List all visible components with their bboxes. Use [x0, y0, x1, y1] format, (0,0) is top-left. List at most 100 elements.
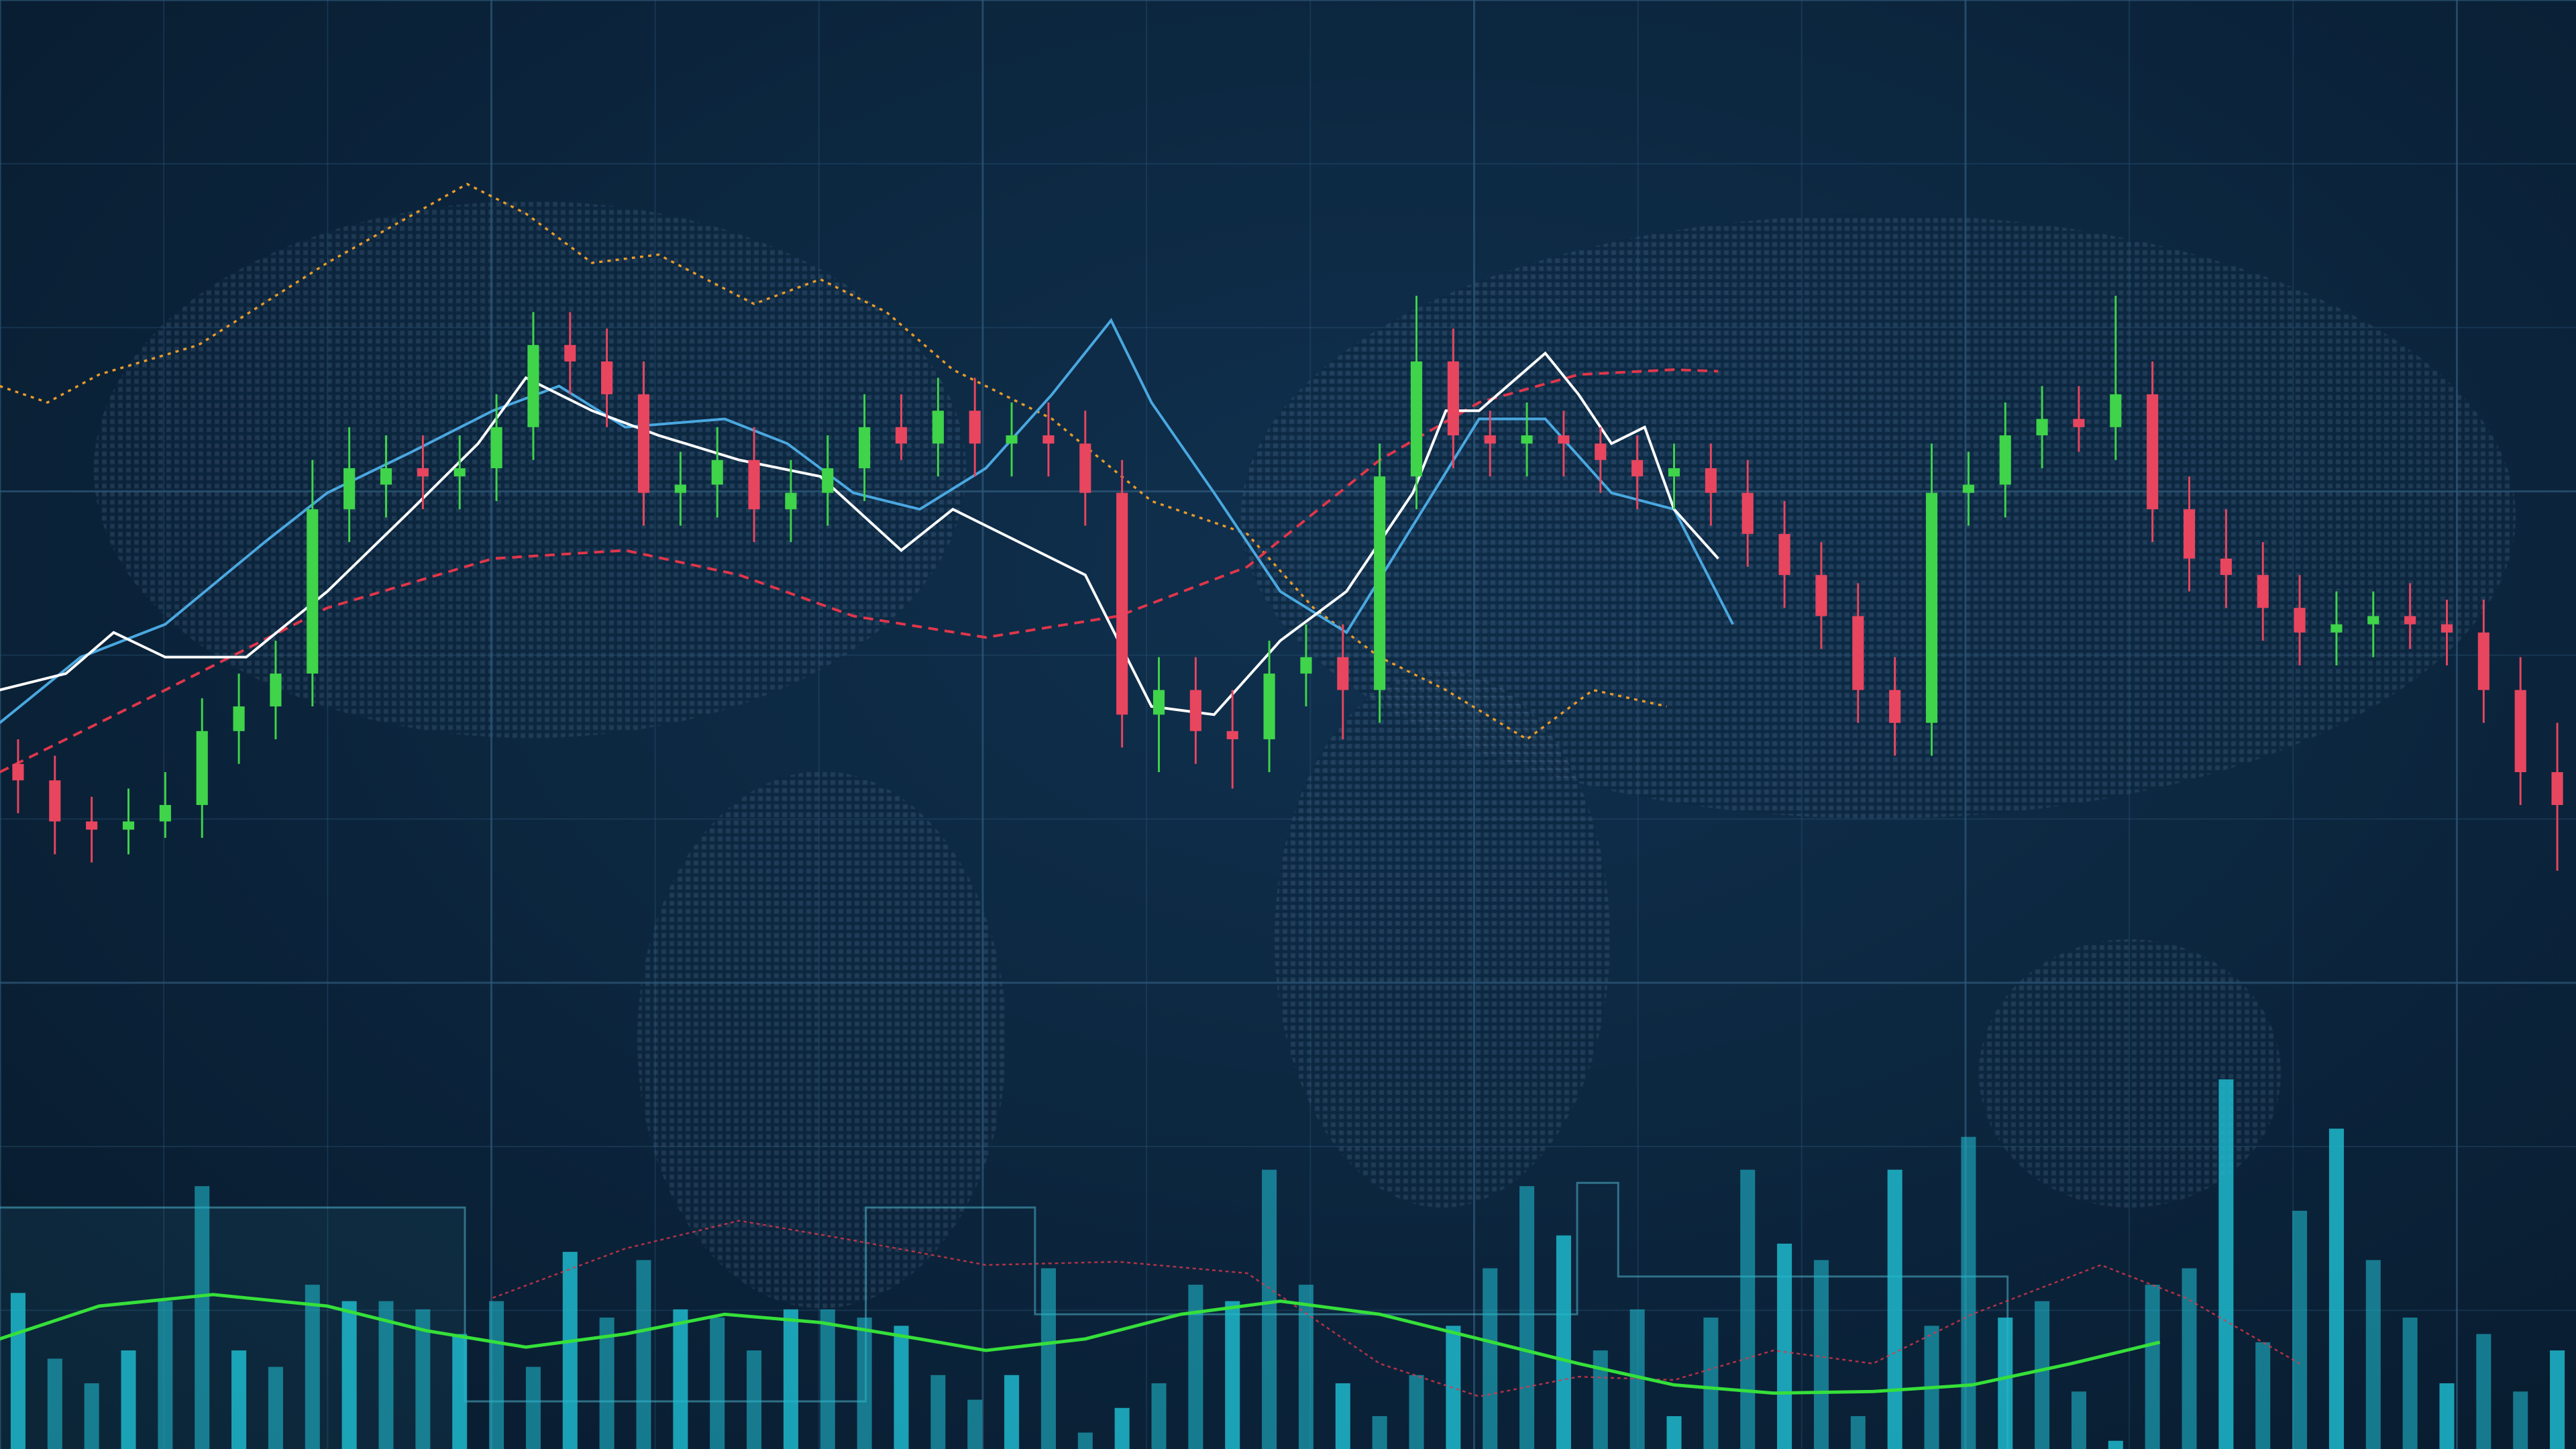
candle-body-up: [2367, 616, 2379, 625]
volume-bar: [747, 1350, 762, 1449]
candle-body-up: [822, 468, 834, 493]
volume-bar: [2108, 1440, 2123, 1449]
world-map-south-america: [637, 771, 1006, 1308]
candle-body-down: [2514, 690, 2526, 773]
envelope-orange-line: [0, 182, 1667, 741]
candle-body-down: [1042, 435, 1055, 444]
moving-average-blue-line: [0, 317, 1734, 724]
volume-bar: [2035, 1301, 2050, 1449]
volume-bar: [10, 1293, 25, 1449]
volume-bar: [673, 1309, 688, 1449]
candle-body-up: [2036, 419, 2048, 435]
candle-body-up: [711, 460, 723, 485]
candle-body-down: [12, 763, 24, 781]
volume-bar: [599, 1318, 614, 1449]
candle-body-down: [564, 345, 576, 362]
volume-bar: [415, 1309, 431, 1449]
candle-body-up: [343, 468, 356, 510]
volume-bar: [1298, 1285, 1313, 1449]
volume-bar: [1040, 1268, 1056, 1449]
volume-bar: [1446, 1326, 1461, 1449]
volume-bar: [231, 1350, 247, 1449]
candle-body-down: [2551, 772, 2563, 805]
candle-body-down: [2477, 632, 2489, 690]
volume-bar: [1114, 1407, 1130, 1449]
candle-body-up: [2330, 624, 2343, 633]
candle-body-up: [1006, 435, 1018, 444]
candle-body-down: [1852, 616, 1864, 690]
candle-body-down: [601, 361, 613, 394]
candle-body-down: [2183, 509, 2196, 559]
candle-body-down: [417, 468, 429, 477]
candle-body-up: [932, 411, 944, 444]
candle-body-up: [1521, 435, 1533, 444]
trend-red-line: [0, 368, 1719, 773]
volume-bar: [341, 1301, 357, 1449]
candle-body-up: [1925, 492, 1938, 723]
candle-body-down: [637, 394, 650, 493]
candle-body-down: [86, 821, 98, 830]
candle-body-up: [1668, 468, 1680, 477]
volume-bar: [967, 1399, 983, 1449]
candle-body-down: [1705, 468, 1717, 493]
candle-body-down: [1815, 575, 1827, 616]
candle-body-up: [307, 509, 319, 674]
volume-bar: [2255, 1342, 2271, 1449]
candles: [12, 295, 2563, 871]
volume-bar: [1225, 1301, 1240, 1449]
volume-bar: [636, 1260, 651, 1449]
candle-body-down: [1889, 690, 1901, 723]
volume-bar: [1556, 1235, 1571, 1449]
volume-bar: [84, 1383, 99, 1449]
candle-body-down: [1447, 361, 1459, 435]
volume-bar: [1703, 1318, 1719, 1449]
oscillator-signal-line: [492, 1220, 2300, 1397]
volume-bar: [1593, 1350, 1608, 1449]
candle-body-down: [2404, 616, 2416, 625]
candle-body-up: [233, 706, 245, 731]
volume-bar: [1740, 1169, 1756, 1449]
volume-bar: [2328, 1128, 2344, 1449]
volume-bar: [305, 1285, 320, 1449]
candle-body-down: [1631, 460, 1644, 477]
candle-body-up: [1152, 690, 1165, 715]
candle-body-up: [859, 427, 871, 468]
volume-bar: [2182, 1268, 2197, 1449]
candle-body-up: [785, 492, 797, 510]
volume-bar: [158, 1301, 173, 1449]
candle-body-up: [159, 805, 171, 822]
volume-bar: [1409, 1375, 1424, 1449]
candle-body-down: [49, 780, 61, 822]
world-map-africa: [1275, 671, 1610, 1208]
volume-bar: [378, 1301, 394, 1449]
candle-body-down: [1778, 533, 1790, 576]
candle-body-down: [2257, 575, 2269, 608]
candle-body-up: [1300, 657, 1312, 674]
oscillator: [0, 1220, 2300, 1397]
volume-bar: [2550, 1350, 2565, 1449]
volume-bar: [820, 1309, 835, 1449]
volume-bar: [2513, 1391, 2528, 1449]
candle-body-up: [1263, 674, 1275, 740]
volume-bar: [2476, 1334, 2491, 1449]
volume-bar: [452, 1334, 468, 1449]
candle-body-down: [2220, 558, 2232, 576]
candle-body-down: [2073, 419, 2085, 427]
candle-body-up: [380, 468, 392, 485]
oscillator-line: [0, 1293, 2161, 1395]
volume-bar: [894, 1326, 909, 1449]
volume-bar: [2292, 1210, 2308, 1449]
candle-body-down: [895, 427, 908, 444]
candle-body-up: [527, 345, 539, 427]
volume-bar: [2402, 1318, 2418, 1449]
candle-body-down: [2147, 394, 2159, 510]
volume-bar: [121, 1350, 136, 1449]
candle-body-down: [1079, 443, 1091, 493]
candle-body-up: [490, 427, 502, 468]
volume-bar: [1335, 1383, 1350, 1449]
volume-bar: [783, 1309, 798, 1449]
candle-body-up: [122, 821, 135, 830]
volume-bar: [1998, 1318, 2013, 1449]
candle-body-down: [2440, 624, 2453, 633]
volume-bar: [1077, 1432, 1093, 1449]
